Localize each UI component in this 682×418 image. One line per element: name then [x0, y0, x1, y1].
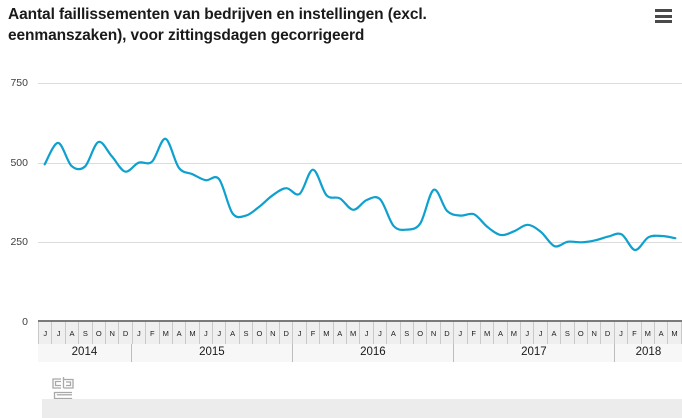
month-cell: S	[561, 322, 575, 344]
month-cell: A	[387, 322, 401, 344]
month-cell: M	[347, 322, 361, 344]
month-cell: F	[628, 322, 642, 344]
month-cell: J	[38, 322, 53, 344]
month-cell: M	[186, 322, 200, 344]
chart-title-line2: eenmanszaken), voor zittingsdagen gecorr…	[8, 27, 365, 44]
month-cell: J	[200, 322, 214, 344]
month-cell: A	[334, 322, 347, 344]
month-cell: O	[93, 322, 106, 344]
month-cell: M	[642, 322, 655, 344]
month-cell: N	[588, 322, 602, 344]
month-cell: S	[401, 322, 414, 344]
month-cell: D	[441, 322, 455, 344]
month-cell: O	[575, 322, 589, 344]
month-cell: M	[160, 322, 173, 344]
month-cell: F	[468, 322, 481, 344]
y-tick-label: 750	[10, 77, 28, 89]
month-cell: A	[655, 322, 669, 344]
month-cell: D	[119, 322, 133, 344]
month-cell: A	[548, 322, 562, 344]
month-cell: J	[293, 322, 307, 344]
month-cell: N	[427, 322, 441, 344]
chart-canvas	[38, 83, 682, 252]
menu-bar	[655, 14, 672, 18]
month-cell: F	[307, 322, 321, 344]
menu-bar	[655, 9, 672, 12]
year-cell: 2014	[38, 344, 132, 362]
month-cell: O	[253, 322, 267, 344]
y-tick-label: 0	[22, 316, 28, 328]
chart-title-line1: Aantal faillissementen van bedrijven en …	[8, 6, 427, 23]
month-cell: A	[494, 322, 508, 344]
year-cell: 2017	[454, 344, 615, 362]
menu-bar	[655, 20, 672, 23]
month-cell: N	[106, 322, 120, 344]
year-axis-row: 2014 2015 2016 2017 2018	[38, 344, 682, 362]
plot-area: 0 250 500 750	[10, 77, 682, 328]
footer-bar	[42, 399, 682, 418]
month-cell: A	[226, 322, 240, 344]
month-cell: A	[66, 322, 80, 344]
y-tick-label: 250	[10, 236, 28, 249]
month-cell: A	[173, 322, 187, 344]
month-cell: J	[360, 322, 374, 344]
month-cell: D	[280, 322, 294, 344]
data-line	[43, 137, 677, 252]
month-cell: M	[320, 322, 334, 344]
month-cell: J	[615, 322, 629, 344]
month-cell: M	[481, 322, 495, 344]
month-cell: F	[146, 322, 160, 344]
month-cell: J	[374, 322, 388, 344]
chart-title: Aantal faillissementen van bedrijven en …	[8, 4, 618, 46]
month-cell: J	[213, 322, 227, 344]
year-cell: 2015	[132, 344, 293, 362]
month-cell: J	[133, 322, 147, 344]
month-cell: S	[240, 322, 254, 344]
y-tick-label: 500	[10, 156, 28, 169]
month-cell: J	[454, 322, 468, 344]
month-cell: N	[267, 322, 281, 344]
month-cell: D	[601, 322, 615, 344]
month-cell: M	[668, 322, 682, 344]
month-cell: J	[534, 322, 548, 344]
month-cell: M	[508, 322, 522, 344]
month-cell: J	[52, 322, 66, 344]
year-cell: 2016	[293, 344, 454, 362]
month-cell: O	[414, 322, 428, 344]
month-cell: S	[79, 322, 93, 344]
year-cell: 2018	[635, 346, 662, 358]
hamburger-menu-icon[interactable]	[655, 9, 672, 26]
month-cell: J	[521, 322, 535, 344]
